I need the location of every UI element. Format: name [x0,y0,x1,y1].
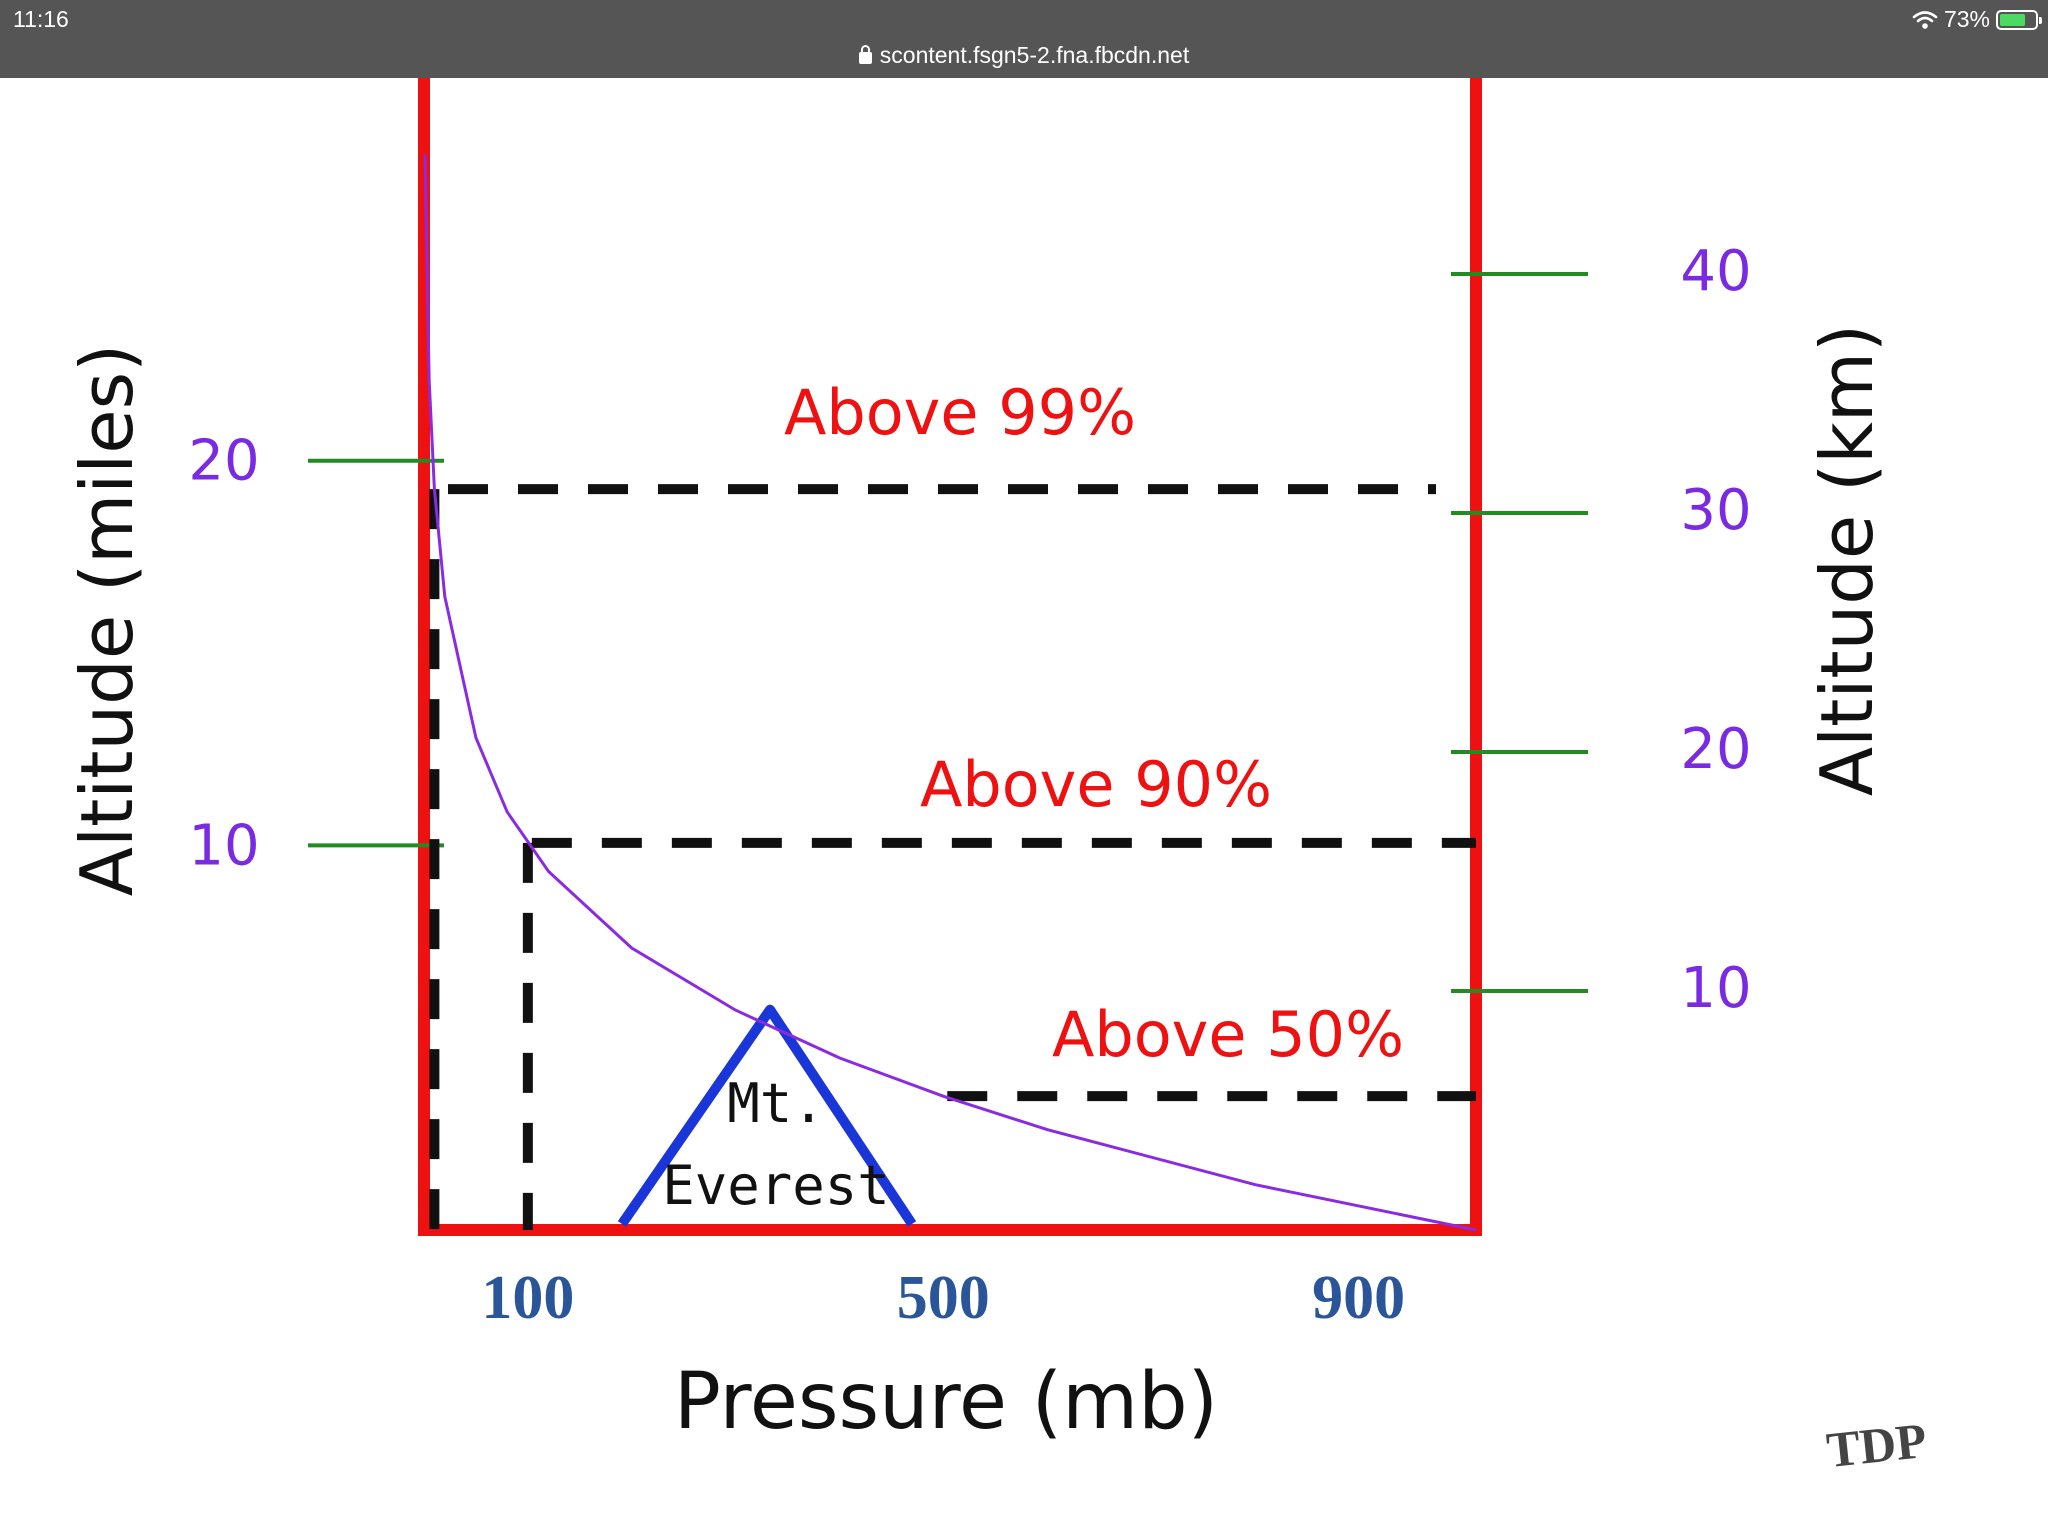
right-tick-label: 40 [1680,239,1751,304]
y-axis-title-left: Altitude (miles) [65,344,149,896]
url-text: scontent.fsgn5-2.fna.fbcdn.net [879,42,1190,68]
pressure-altitude-curve [423,154,1477,1232]
status-bar: 11:16 scontent.fsgn5-2.fna.fbcdn.net 73% [0,0,2048,78]
right-tick-label: 30 [1680,478,1751,543]
right-tick-label: 10 [1680,956,1751,1021]
left-tick-label: 10 [188,813,259,878]
status-indicators: 73% [1912,6,2042,33]
y-axis-title-right: Altitude (km) [1805,324,1889,796]
x-tick-label: 100 [481,1264,574,1332]
level-label: Above 50% [1052,998,1404,1071]
level-label: Above 90% [920,748,1272,821]
battery-charging-icon [1996,9,2042,30]
battery-percent: 73% [1943,6,1990,32]
mt-everest-label: Mt. [727,1072,825,1135]
left-tick-label: 20 [188,429,259,494]
watermark: TDP [1824,1412,1929,1478]
mt-everest-shape [617,1004,917,1227]
wifi-icon [1912,10,1938,29]
lock-icon [858,45,872,64]
battery-fill [2000,13,2025,26]
level-label: Above 99% [784,376,1136,449]
status-time: 11:16 [13,6,69,32]
right-tick-label: 20 [1680,717,1751,782]
x-tick-label: 500 [897,1264,990,1332]
address-bar[interactable]: scontent.fsgn5-2.fna.fbcdn.net [0,40,2048,70]
x-tick-label: 900 [1312,1264,1405,1332]
x-axis-title: Pressure (mb) [674,1357,1218,1447]
mt-everest-label: Everest [662,1154,890,1217]
